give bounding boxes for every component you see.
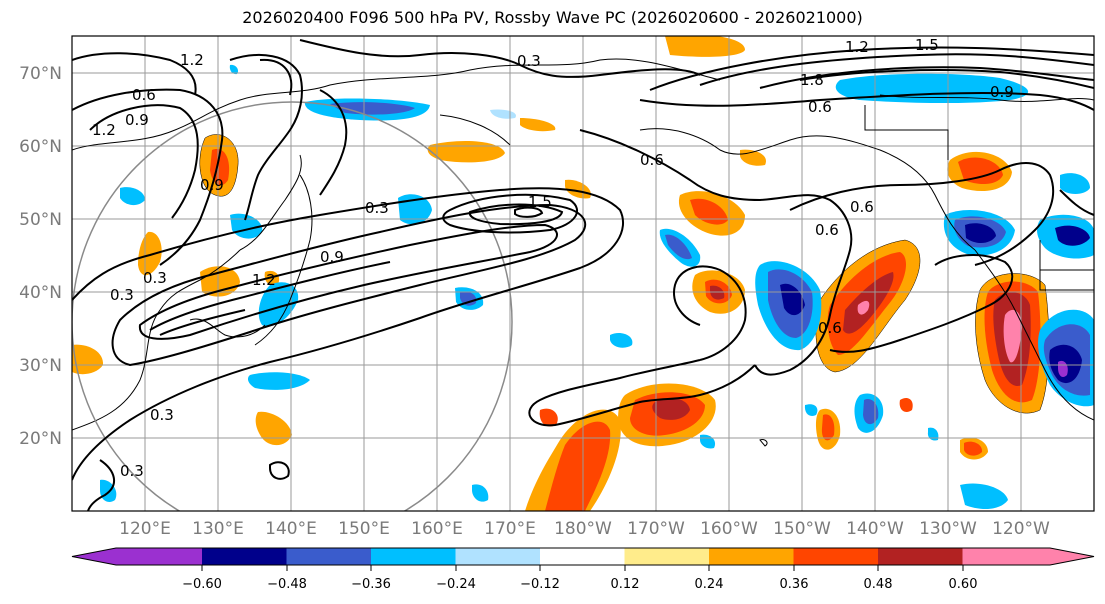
contour-label: 0.6 <box>850 198 874 216</box>
contour-label: 0.3 <box>365 199 389 217</box>
lon-label: 150°W <box>773 519 831 539</box>
contour-label: 0.9 <box>990 83 1014 101</box>
contour-label: 1.2 <box>252 271 276 289</box>
colorbar-tick-label: −0.60 <box>182 577 222 592</box>
contour-label: 0.3 <box>143 269 167 287</box>
contour-label: 0.9 <box>200 176 224 194</box>
lon-label: 140°W <box>846 519 904 539</box>
lat-label: 20°N <box>19 429 62 449</box>
lat-label: 30°N <box>19 356 62 376</box>
contour-label: 1.8 <box>800 71 824 89</box>
colorbar <box>71 547 1095 566</box>
colorbar-tick-label: −0.48 <box>267 577 307 592</box>
contour-label: 0.6 <box>808 98 832 116</box>
latitude-labels: 70°N 60°N 50°N 40°N 30°N 20°N <box>19 64 62 449</box>
map-title: 2026020400 F096 500 hPa PV, Rossby Wave … <box>242 8 863 27</box>
contour-label: 0.6 <box>818 319 842 337</box>
colorbar-tick-label: 0.36 <box>780 577 809 592</box>
plot-frame <box>71 35 1095 512</box>
colorbar-segment <box>878 548 963 565</box>
colorbar-tick-label: 0.60 <box>949 577 978 592</box>
contour-label: 0.3 <box>517 52 541 70</box>
colorbar-segment <box>371 548 456 565</box>
longitude-labels: 120°E 130°E 140°E 150°E 160°E 170°E 180°… <box>119 519 1050 539</box>
lon-label: 140°E <box>265 519 317 539</box>
lon-label: 150°E <box>338 519 390 539</box>
lon-label: 160°W <box>700 519 758 539</box>
colorbar-ticks: −0.60 −0.48 −0.36 −0.24 −0.12 0.12 0.24 … <box>182 565 977 592</box>
contour-labels: 0.3 1.2 1.5 1.8 0.9 0.6 0.6 0.6 0.6 0.6 … <box>92 36 1014 480</box>
colorbar-tick-label: −0.36 <box>351 577 391 592</box>
contour-label: 1.2 <box>845 38 869 56</box>
lat-label: 70°N <box>19 64 62 84</box>
lat-label: 40°N <box>19 283 62 303</box>
contour-label: 0.3 <box>120 462 144 480</box>
lat-label: 60°N <box>19 137 62 157</box>
graticule <box>72 36 1094 511</box>
colorbar-tick-label: 0.12 <box>611 577 640 592</box>
contour-label: 0.3 <box>150 406 174 424</box>
contour-label: 0.3 <box>110 286 134 304</box>
contour-label: 1.2 <box>92 121 116 139</box>
colorbar-segment <box>455 548 541 565</box>
colorbar-tick-label: 0.48 <box>864 577 893 592</box>
lat-label: 50°N <box>19 210 62 230</box>
contour-label: 0.6 <box>640 151 664 169</box>
lon-label: 120°E <box>119 519 171 539</box>
colorbar-segment <box>72 548 202 565</box>
contour-label: 1.5 <box>915 36 939 54</box>
lon-label: 180°W <box>554 519 612 539</box>
colorbar-segment <box>624 548 710 565</box>
coastlines <box>72 58 1094 447</box>
lon-label: 170°W <box>627 519 685 539</box>
contour-label: 0.6 <box>132 86 156 104</box>
colorbar-tick-label: 0.24 <box>695 577 724 592</box>
contour-label: 0.9 <box>320 248 344 266</box>
colorbar-segment <box>540 548 625 565</box>
contour-label: 1.2 <box>180 51 204 69</box>
contour-label: 1.5 <box>528 193 552 211</box>
lon-label: 170°E <box>484 519 536 539</box>
colorbar-segment <box>286 548 372 565</box>
lon-label: 120°W <box>992 519 1050 539</box>
lon-label: 160°E <box>411 519 463 539</box>
contour-label: 0.6 <box>815 221 839 239</box>
colorbar-outline <box>71 547 1095 566</box>
colorbar-tick-label: −0.24 <box>436 577 476 592</box>
colorbar-tick-label: −0.12 <box>520 577 560 592</box>
colorbar-segment <box>962 548 1094 565</box>
lon-label: 130°E <box>192 519 244 539</box>
pv-contours <box>72 39 1094 511</box>
colorbar-segment <box>202 548 287 565</box>
contour-label: 0.9 <box>125 111 149 129</box>
colorbar-segment <box>709 548 794 565</box>
range-ring <box>72 101 513 511</box>
colorbar-segment <box>793 548 879 565</box>
lon-label: 130°W <box>919 519 977 539</box>
